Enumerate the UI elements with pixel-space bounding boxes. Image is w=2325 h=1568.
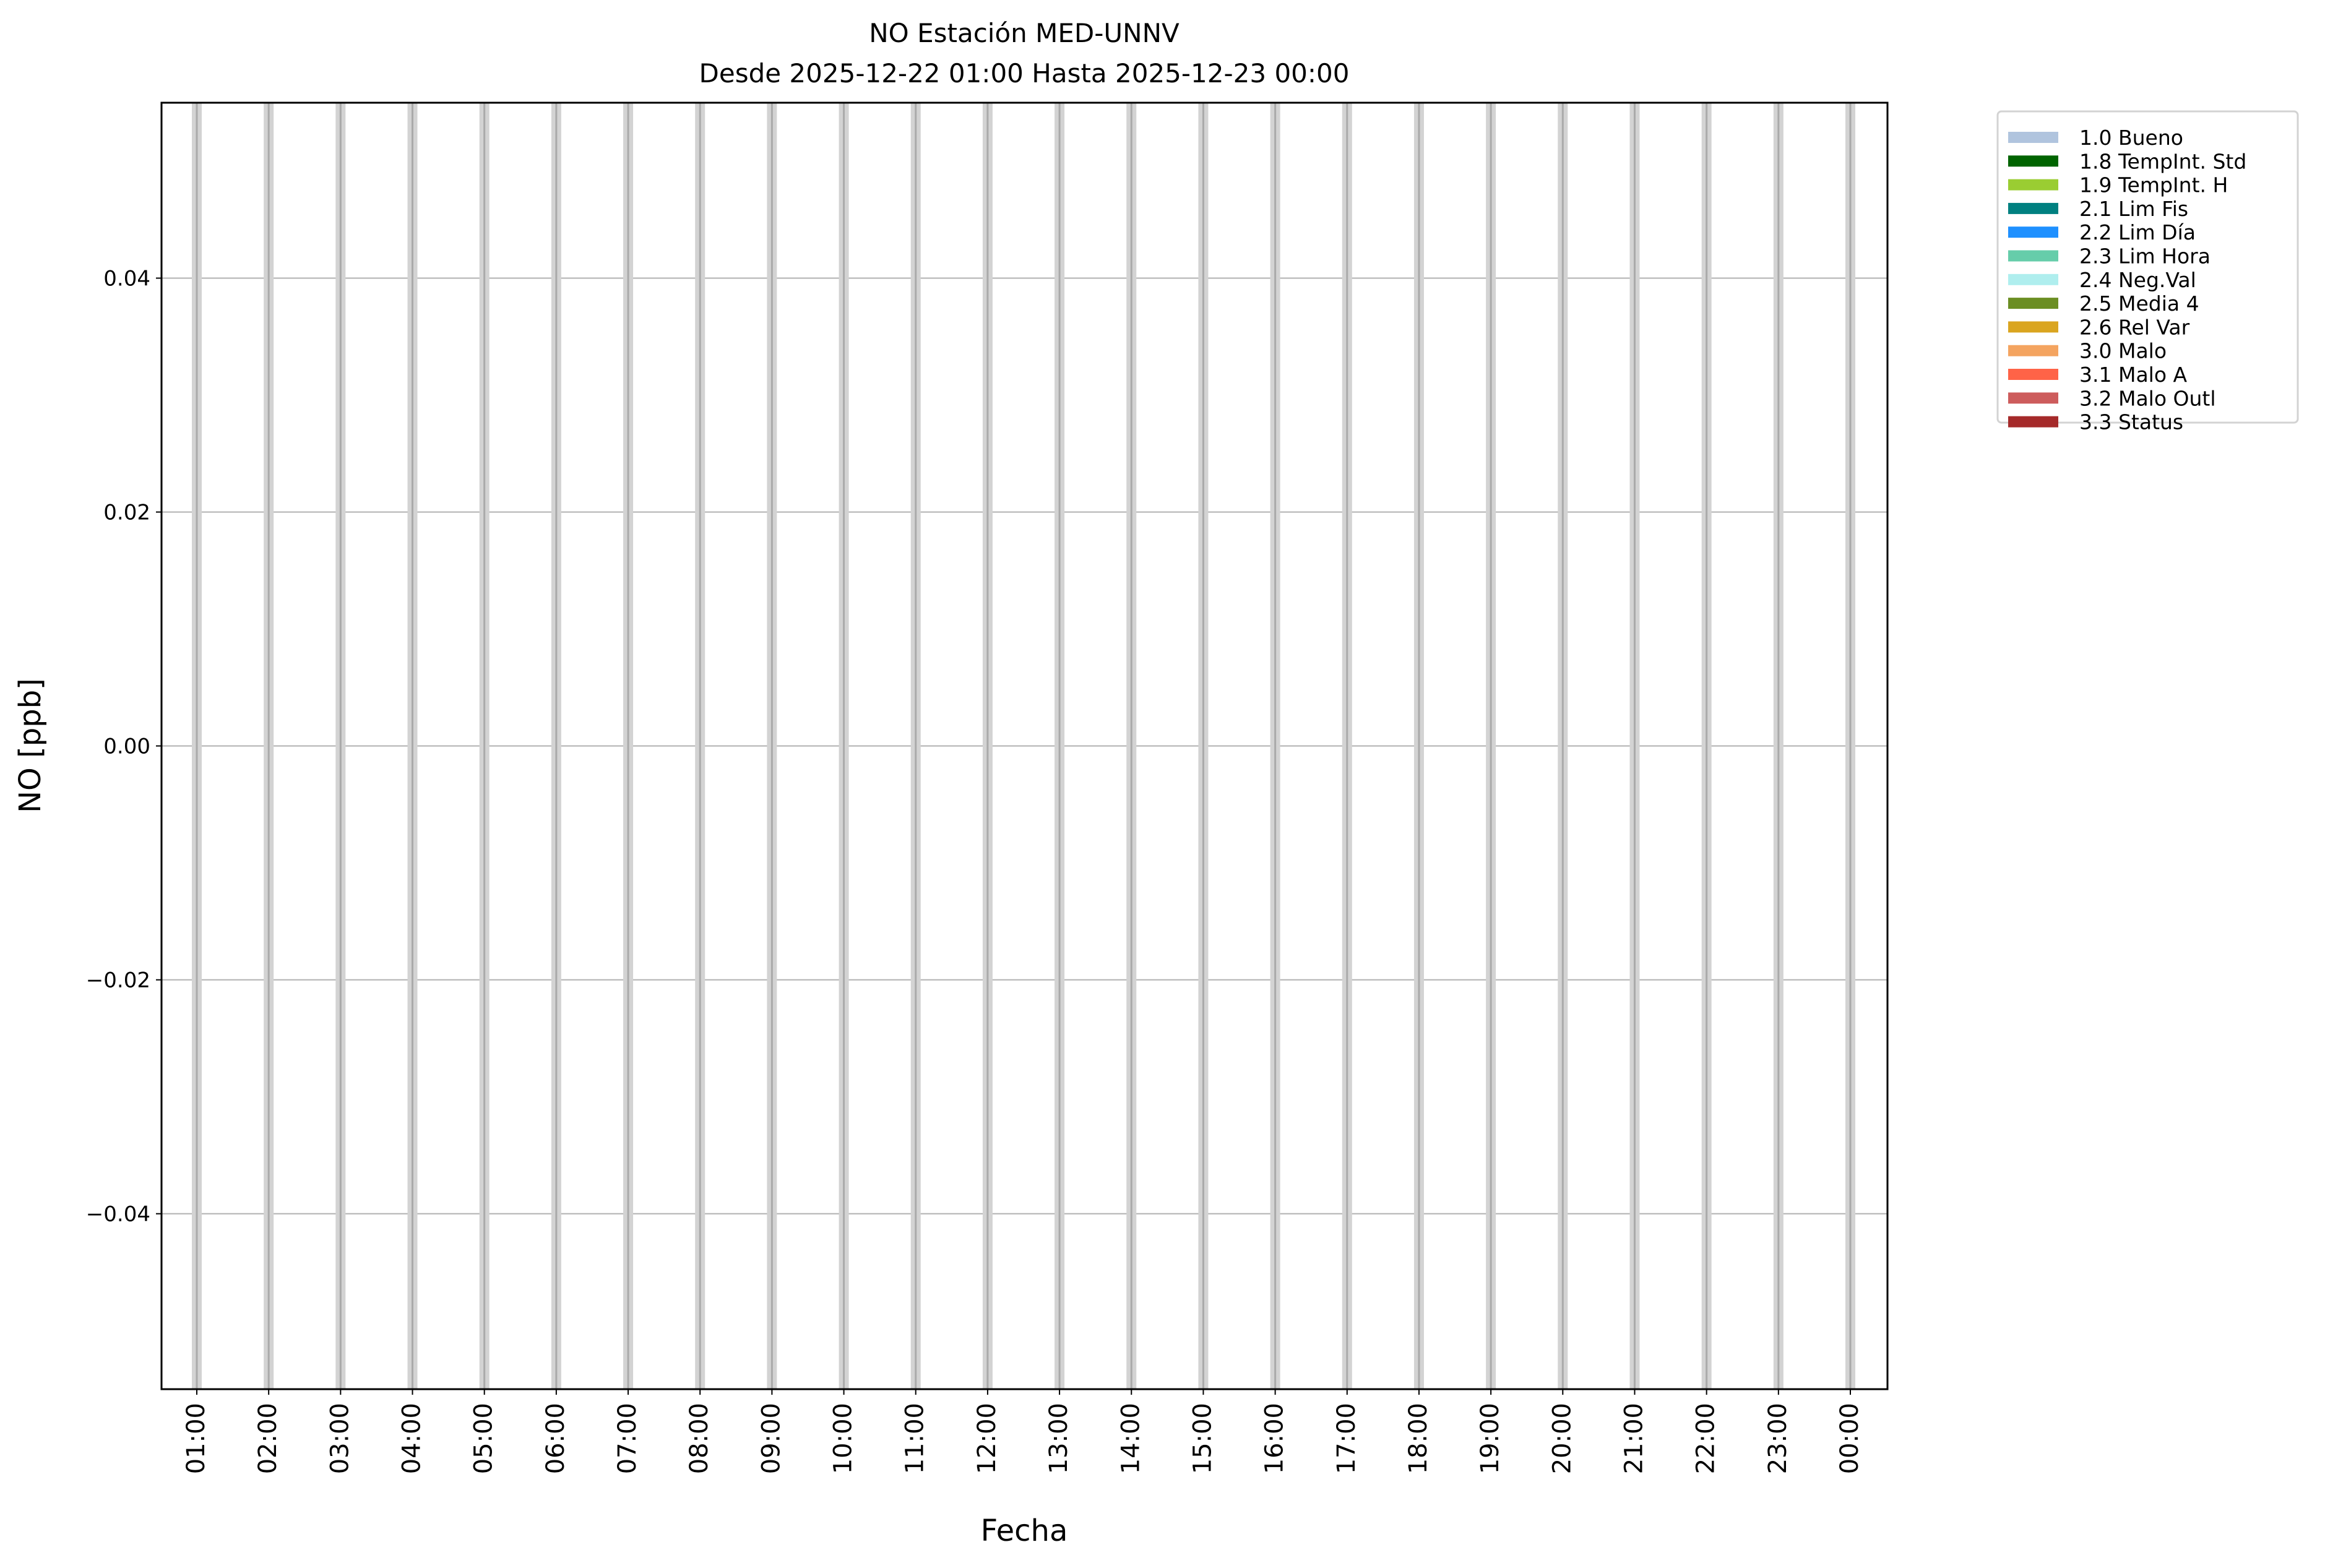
legend-label: 1.0 Bueno: [2079, 126, 2183, 150]
y-tick-label: 0.04: [103, 267, 150, 291]
x-tick-label: 20:00: [1548, 1403, 1576, 1474]
x-tick-label: 12:00: [973, 1403, 1001, 1474]
x-tick-label: 13:00: [1045, 1403, 1073, 1474]
legend-label: 1.9 TempInt. H: [2079, 173, 2228, 197]
x-tick-label: 06:00: [541, 1403, 570, 1474]
x-tick-label: 03:00: [326, 1403, 354, 1474]
x-tick-label: 19:00: [1476, 1403, 1504, 1474]
legend-swatch: [2008, 416, 2058, 428]
legend-label: 3.2 Malo Outl: [2079, 386, 2216, 410]
x-tick-label: 01:00: [182, 1403, 210, 1474]
legend-swatch: [2008, 321, 2058, 333]
legend-swatch: [2008, 250, 2058, 262]
chart-subtitle: Desde 2025-12-22 01:00 Hasta 2025-12-23 …: [699, 58, 1350, 88]
grid: [162, 277, 1887, 1215]
x-axis: 01:00 02:00 03:00 04:00 05:00 06:00 07:00 08:00…: [182, 1389, 1864, 1474]
legend-label: 3.0 Malo: [2079, 339, 2167, 363]
y-tick-label: 0.02: [103, 501, 150, 525]
x-axis-label: Fecha: [981, 1514, 1068, 1548]
x-tick-label: 08:00: [685, 1403, 714, 1474]
x-tick-label: 04:00: [398, 1403, 426, 1474]
y-tick-label: −0.02: [86, 968, 150, 993]
x-tick-label: 07:00: [613, 1403, 642, 1474]
x-tick-label: 23:00: [1764, 1403, 1792, 1474]
x-tick-label: 14:00: [1116, 1403, 1145, 1474]
legend-swatch: [2008, 369, 2058, 380]
hour-markers: [192, 103, 1855, 1389]
legend-swatch: [2008, 132, 2058, 143]
x-tick-label: 09:00: [757, 1403, 785, 1474]
x-tick-label: 21:00: [1620, 1403, 1648, 1474]
legend-label: 2.6 Rel Var: [2079, 315, 2190, 339]
legend-label: 1.8 TempInt. Std: [2079, 149, 2246, 173]
y-axis-label: NO [ppb]: [13, 678, 48, 813]
x-tick-label: 17:00: [1332, 1403, 1361, 1474]
legend-swatch: [2008, 274, 2058, 285]
legend-label: 2.3 Lim Hora: [2079, 244, 2211, 269]
legend-swatch: [2008, 179, 2058, 191]
legend-label: 2.5 Media 4: [2079, 291, 2199, 316]
legend-label: 2.1 Lim Fis: [2079, 197, 2188, 221]
legend-frame: [1996, 110, 2299, 424]
x-tick-label: 15:00: [1188, 1403, 1217, 1474]
legend-swatch: [2008, 202, 2058, 214]
y-axis: −0.04 −0.02 0.00 0.02 0.04: [86, 267, 162, 1227]
y-tick-label: 0.00: [103, 734, 150, 759]
legend-label: 3.3 Status: [2079, 410, 2183, 434]
x-tick-label: 00:00: [1835, 1403, 1864, 1474]
x-tick-label: 11:00: [901, 1403, 930, 1474]
x-tick-label: 16:00: [1261, 1403, 1289, 1474]
legend-swatch: [2008, 345, 2058, 356]
x-tick-label: 18:00: [1404, 1403, 1433, 1474]
legend-swatch: [2008, 298, 2058, 309]
legend-label: 2.4 Neg.Val: [2079, 268, 2196, 292]
legend-swatch: [2008, 155, 2058, 167]
legend-swatch: [2008, 392, 2058, 404]
legend-label: 3.1 Malo A: [2079, 363, 2188, 387]
legend-label: 2.2 Lim Día: [2079, 220, 2196, 244]
x-tick-label: 22:00: [1692, 1403, 1720, 1474]
x-tick-label: 02:00: [254, 1403, 282, 1474]
legend-swatch: [2008, 226, 2058, 238]
y-tick-label: −0.04: [86, 1202, 150, 1227]
x-tick-label: 05:00: [470, 1403, 498, 1474]
chart-title: NO Estación MED-UNNV: [869, 18, 1180, 48]
x-tick-label: 10:00: [829, 1403, 858, 1474]
